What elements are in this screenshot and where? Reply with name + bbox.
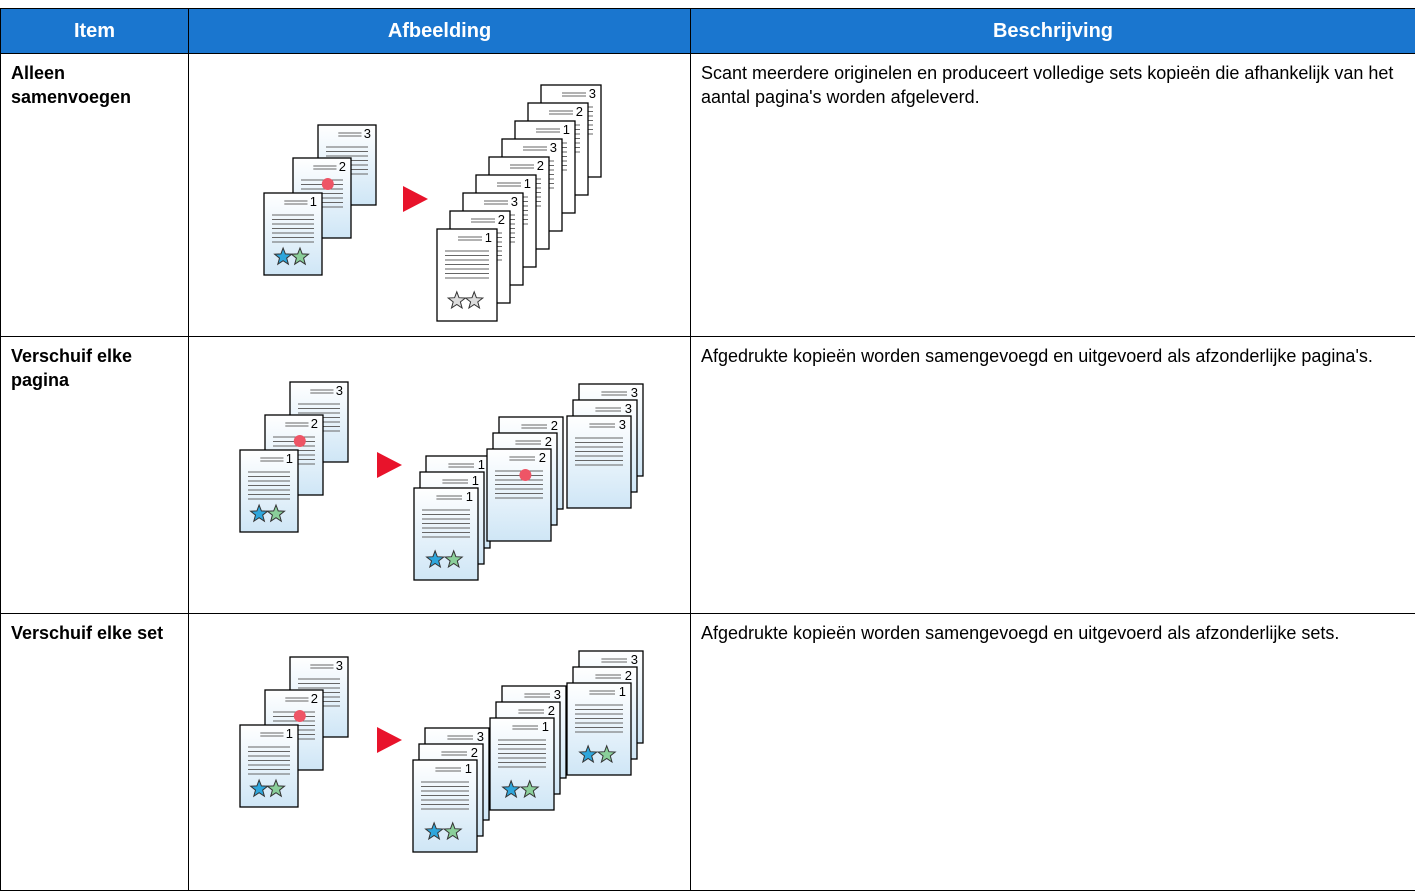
- page-number: 1: [286, 451, 293, 466]
- arrow: [377, 452, 402, 478]
- page-number: 1: [619, 684, 626, 699]
- page-number: 1: [286, 726, 293, 741]
- page-number: 1: [466, 489, 473, 504]
- page-number: 1: [563, 122, 570, 137]
- dot: [294, 710, 306, 722]
- page-number: 3: [625, 401, 632, 416]
- page-number: 2: [498, 212, 505, 227]
- page-number: 3: [511, 194, 518, 209]
- page-number: 2: [548, 703, 555, 718]
- page-number: 2: [625, 668, 632, 683]
- page-number: 3: [589, 86, 596, 101]
- arrow: [403, 186, 428, 212]
- page-number: 3: [477, 729, 484, 744]
- page-number: 3: [631, 652, 638, 667]
- page-number: 3: [619, 417, 626, 432]
- dot: [294, 435, 306, 447]
- dot: [519, 469, 531, 481]
- page-number: 1: [478, 457, 485, 472]
- page-number: 3: [336, 383, 343, 398]
- page-number: 1: [465, 761, 472, 776]
- page-number: 2: [537, 158, 544, 173]
- page-number: 3: [364, 126, 371, 141]
- page-number: 3: [631, 385, 638, 400]
- page-number: 2: [339, 159, 346, 174]
- page-number: 2: [539, 450, 546, 465]
- page-number: 1: [472, 473, 479, 488]
- page-number: 2: [471, 745, 478, 760]
- page-number: 2: [545, 434, 552, 449]
- page-number: 1: [310, 194, 317, 209]
- page-number: 2: [551, 418, 558, 433]
- page-number: 1: [542, 719, 549, 734]
- page-number: 2: [576, 104, 583, 119]
- page-number: 1: [524, 176, 531, 191]
- page-number: 3: [550, 140, 557, 155]
- dot: [322, 178, 334, 190]
- page-number: 3: [554, 687, 561, 702]
- page-number: 3: [336, 658, 343, 673]
- page-number: 1: [485, 230, 492, 245]
- page-number: 2: [311, 416, 318, 431]
- page-number: 2: [311, 691, 318, 706]
- arrow: [377, 727, 402, 753]
